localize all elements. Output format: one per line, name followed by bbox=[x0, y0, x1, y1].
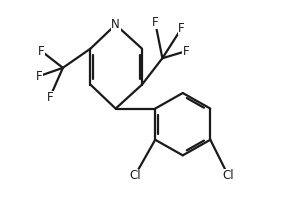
Text: F: F bbox=[178, 22, 185, 35]
Text: F: F bbox=[152, 16, 158, 29]
Text: F: F bbox=[46, 91, 53, 104]
Text: Cl: Cl bbox=[223, 169, 234, 182]
Text: F: F bbox=[36, 70, 42, 83]
Text: Cl: Cl bbox=[129, 169, 141, 182]
Text: F: F bbox=[38, 45, 45, 58]
Text: F: F bbox=[183, 45, 190, 58]
Text: N: N bbox=[111, 18, 120, 31]
